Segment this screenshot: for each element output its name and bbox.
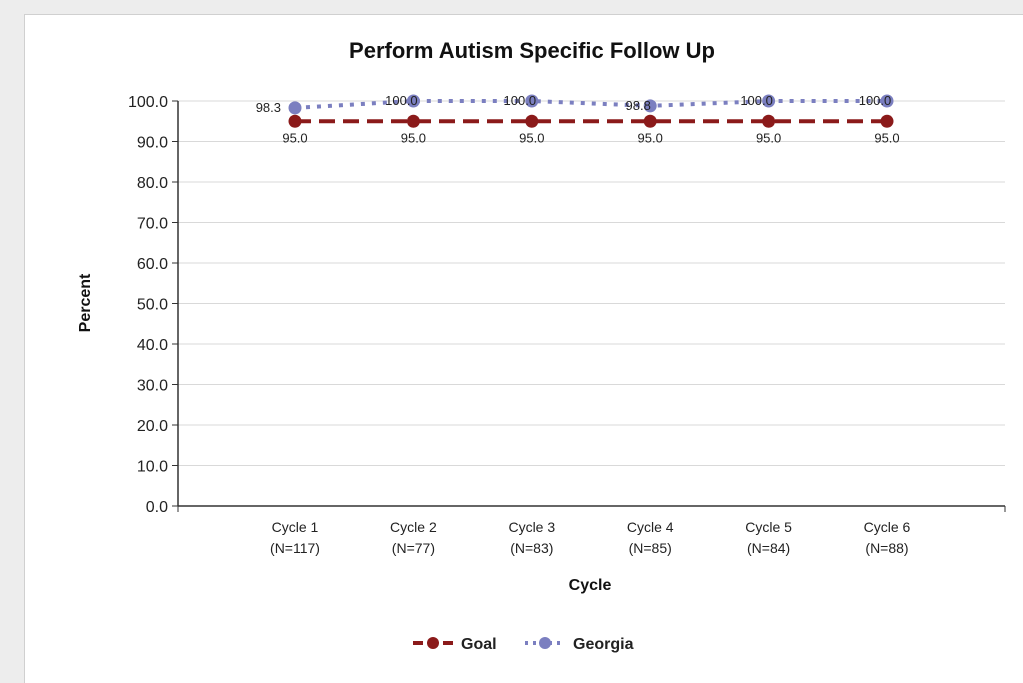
data-label-goal: 95.0 (519, 130, 544, 145)
data-point-goal (880, 114, 894, 128)
data-point-goal (643, 114, 657, 128)
series-lines (288, 94, 894, 128)
y-tick-label: 20.0 (137, 418, 168, 435)
data-labels: 95.0 95.0 95.0 95.0 95.0 95.098.3 100.0 100.0 98… (256, 93, 900, 145)
y-tick-label: 40.0 (137, 337, 168, 354)
data-label-goal: 95.0 (638, 130, 663, 145)
x-tick-sublabel: (N=85) (629, 540, 672, 556)
data-point-goal (762, 114, 776, 128)
data-point-goal (525, 114, 539, 128)
data-point-georgia (288, 101, 302, 115)
data-point-georgia (880, 94, 894, 108)
data-label-goal: 95.0 (282, 130, 307, 145)
x-tick-label: Cycle 2 (390, 519, 437, 535)
y-tick-label: 50.0 (137, 297, 168, 314)
legend-label-goal: Goal (461, 636, 497, 653)
data-point-goal (288, 114, 302, 128)
y-tick-label: 10.0 (137, 459, 168, 476)
legend-marker-georgia (539, 637, 551, 649)
data-label-georgia: 98.8 (626, 98, 651, 113)
data-point-georgia (525, 94, 539, 108)
data-label-goal: 95.0 (756, 130, 781, 145)
data-label-georgia: 100.0 (859, 93, 892, 108)
x-axis-title: Cycle (569, 577, 612, 594)
data-point-georgia (406, 94, 420, 108)
y-tick-label: 30.0 (137, 378, 168, 395)
y-tick-label: 90.0 (137, 135, 168, 152)
y-tick-labels: 0.0 10.0 20.0 30.0 40.0 50.0 60.0 70.0 80.0 90.0 1… (128, 94, 178, 516)
legend-marker-goal (427, 637, 439, 649)
y-tick-label: 100.0 (128, 94, 168, 111)
data-label-georgia: 98.3 (256, 100, 281, 115)
legend: Goal Georgia (413, 636, 634, 653)
x-tick-label: Cycle 3 (508, 519, 555, 535)
series-line-georgia (294, 99, 887, 110)
x-tick-sublabel: (N=77) (392, 540, 435, 556)
x-tick-label: Cycle 6 (864, 519, 911, 535)
y-tick-label: 80.0 (137, 175, 168, 192)
data-label-goal: 95.0 (874, 130, 899, 145)
x-tick-sublabel: (N=88) (865, 540, 908, 556)
x-tick-sublabel: (N=83) (510, 540, 553, 556)
y-tick-label: 70.0 (137, 216, 168, 233)
x-tick-sublabel: (N=117) (270, 540, 320, 556)
y-tick-label: 60.0 (137, 256, 168, 273)
y-tick-label: 0.0 (146, 499, 168, 516)
x-tick-label: Cycle 4 (627, 519, 674, 535)
data-label-georgia: 100.0 (504, 93, 537, 108)
x-tick-label: Cycle 1 (272, 519, 319, 535)
x-tick-label: Cycle 5 (745, 519, 792, 535)
data-point-georgia (762, 94, 776, 108)
data-label-goal: 95.0 (401, 130, 426, 145)
data-point-georgia (643, 99, 657, 113)
data-point-goal (406, 114, 420, 128)
legend-label-georgia: Georgia (573, 636, 634, 653)
y-axis-title: Percent (77, 273, 94, 332)
x-tick-sublabel: (N=84) (747, 540, 790, 556)
chart-title: Perform Autism Specific Follow Up (349, 38, 715, 63)
data-label-georgia: 100.0 (385, 93, 418, 108)
data-label-georgia: 100.0 (740, 93, 773, 108)
x-tick-labels: Cycle 1 (N=117) Cycle 2 (N=77) Cycle 3 (N=83)… (177, 506, 1006, 556)
chart-frame (24, 14, 1023, 683)
gridlines (178, 100, 1005, 466)
